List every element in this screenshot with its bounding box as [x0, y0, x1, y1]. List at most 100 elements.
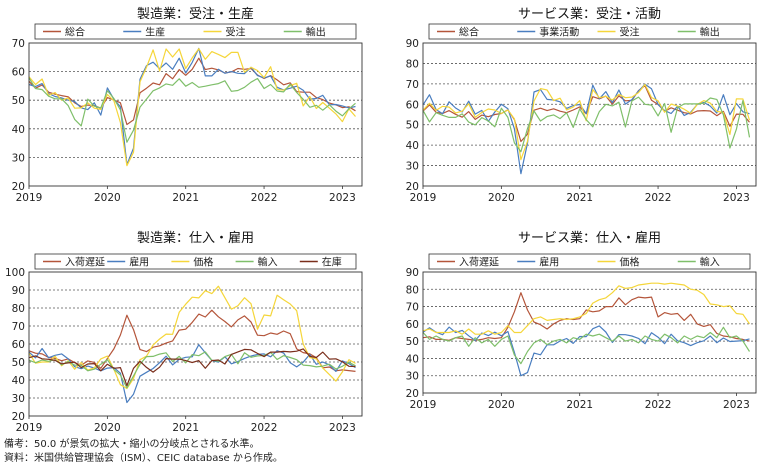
x-tick-label: 2022: [645, 192, 672, 204]
x-tick-label: 2023: [723, 399, 750, 411]
y-tick-label: 30: [406, 161, 419, 173]
x-tick-label: 2023: [723, 192, 750, 204]
chart-services-orders-svg: サービス業：受注・活動 20 30 40 50 60 70 80 90 2019 2020 2021 2…: [406, 6, 757, 204]
y-tick-label: 40: [406, 140, 419, 152]
y-tick-label: 80: [12, 303, 25, 315]
chart-title: サービス業：受注・活動: [518, 6, 661, 22]
y-tick-label: 20: [12, 411, 25, 423]
legend-label: 事業活動: [539, 26, 579, 39]
legend-label: 輸出: [700, 26, 720, 39]
y-tick-label: 80: [406, 284, 419, 296]
y-tick-label: 100: [5, 267, 25, 279]
x-tick-label: 2020: [488, 399, 515, 411]
y-tick-label: 60: [406, 99, 419, 111]
series-line-4: [28, 348, 356, 387]
plot-frame: [422, 42, 757, 187]
legend-label: 輸出: [306, 26, 326, 39]
x-tick-label: 2021: [172, 422, 199, 434]
y-tick-label: 50: [406, 336, 419, 348]
series-line-2: [28, 285, 356, 390]
footnote-source: 資料：米国供給管理協会（ISM）、CEIC database から作成。: [4, 453, 283, 464]
y-tick-label: 90: [12, 285, 25, 297]
chart-services-orders: サービス業：受注・活動 20 30 40 50 60 70 80 90 2019 2020 2021 2…: [383, 0, 766, 230]
plot-frame: [422, 271, 757, 394]
series-line-3: [28, 77, 356, 143]
y-tick-label: 30: [12, 152, 25, 164]
x-tick-label: 2021: [566, 192, 593, 204]
x-tick-label: 2022: [645, 399, 672, 411]
series-line-1: [422, 83, 750, 175]
chart-manufacturing-prices-svg: 製造業：仕入・雇用 20 30 40 50 60 70 80 90 100 2019 2020 2021…: [5, 230, 363, 434]
x-tick-label: 2019: [16, 422, 43, 434]
x-tick-label: 2022: [251, 192, 278, 204]
x-tick-label: 2023: [329, 192, 356, 204]
y-tick-label: 90: [406, 267, 419, 279]
legend-box: [34, 253, 357, 270]
y-tick-label: 60: [406, 319, 419, 331]
y-tick-label: 70: [406, 302, 419, 314]
series-line-0: [28, 57, 356, 126]
legend-label: 総合: [459, 26, 479, 39]
y-tick-label: 30: [406, 371, 419, 383]
chart-title: 製造業：仕入・雇用: [137, 230, 254, 246]
legend-label: 総合: [65, 26, 85, 39]
chart-manufacturing-orders-svg: 製造業：受注・生産 20 30 40 50 60 70 2019 2020 2021 2022 202…: [12, 6, 363, 204]
x-tick-label: 2021: [566, 399, 593, 411]
legend-label: 生産: [145, 26, 165, 39]
series-line-3: [28, 351, 356, 389]
y-tick-label: 50: [12, 95, 25, 107]
y-tick-label: 30: [12, 393, 25, 405]
series-line-0: [28, 309, 356, 372]
legend-box: [428, 23, 751, 40]
x-tick-label: 2020: [488, 192, 515, 204]
y-tick-label: 70: [12, 321, 25, 333]
x-tick-label: 2019: [410, 192, 437, 204]
chart-manufacturing-orders: 製造業：受注・生産 20 30 40 50 60 70 2019 2020 2021 2022 202…: [0, 0, 383, 230]
chart-services-prices-svg: サービス業：仕入・雇用 20 30 40 50 60 70 80 90 2019 2020 2021 2…: [406, 230, 757, 411]
y-tick-label: 70: [406, 79, 419, 91]
legend-label: 受注: [620, 26, 640, 39]
legend-label: 輸入: [700, 256, 720, 269]
series-line-3: [422, 96, 751, 153]
y-tick-label: 80: [406, 58, 419, 70]
plot-frame: [28, 271, 363, 417]
y-tick-label: 60: [12, 339, 25, 351]
legend-box: [34, 23, 357, 40]
y-tick-label: 50: [406, 120, 419, 132]
y-tick-label: 70: [12, 38, 25, 50]
series-line-2: [422, 282, 750, 335]
legend-label: 雇用: [539, 256, 559, 269]
chart-services-prices: サービス業：仕入・雇用 20 30 40 50 60 70 80 90 2019 2020 2021 2…: [383, 230, 766, 460]
footnote-remark: 備考：50.0 が景気の拡大・縮小の分岐点とされる水準。: [4, 439, 260, 450]
x-tick-label: 2023: [329, 422, 356, 434]
y-tick-label: 20: [406, 181, 419, 193]
series-line-1: [422, 325, 750, 377]
chart-title: 製造業：受注・生産: [137, 6, 254, 22]
x-tick-label: 2019: [16, 192, 43, 204]
y-tick-label: 40: [406, 353, 419, 365]
legend-label: 価格: [193, 256, 213, 269]
x-tick-label: 2019: [410, 399, 437, 411]
x-tick-label: 2022: [251, 422, 278, 434]
legend-label: 価格: [620, 256, 640, 269]
legend-label: 雇用: [129, 256, 149, 269]
legend-label: 入荷遅延: [65, 257, 105, 269]
legend-label: 受注: [226, 26, 246, 39]
plot-frame: [28, 42, 363, 187]
chart-manufacturing-prices: 製造業：仕入・雇用 20 30 40 50 60 70 80 90 100 2019 2020 2021…: [0, 230, 383, 460]
legend-box: [428, 253, 751, 270]
x-tick-label: 2020: [94, 422, 121, 434]
legend-label: 入荷遅延: [459, 257, 499, 269]
y-tick-label: 50: [12, 357, 25, 369]
y-tick-label: 40: [12, 124, 25, 136]
series-line-3: [422, 326, 751, 365]
series-line-2: [422, 83, 751, 161]
y-tick-label: 20: [12, 181, 25, 193]
chart-title: サービス業：仕入・雇用: [518, 230, 661, 246]
legend-label: 在庫: [322, 256, 342, 269]
y-tick-label: 90: [406, 38, 419, 50]
series-line-2: [28, 48, 356, 167]
x-tick-label: 2021: [172, 192, 199, 204]
x-tick-label: 2020: [94, 192, 121, 204]
footnotes: 備考：50.0 が景気の拡大・縮小の分岐点とされる水準。 資料：米国供給管理協会…: [4, 438, 283, 466]
